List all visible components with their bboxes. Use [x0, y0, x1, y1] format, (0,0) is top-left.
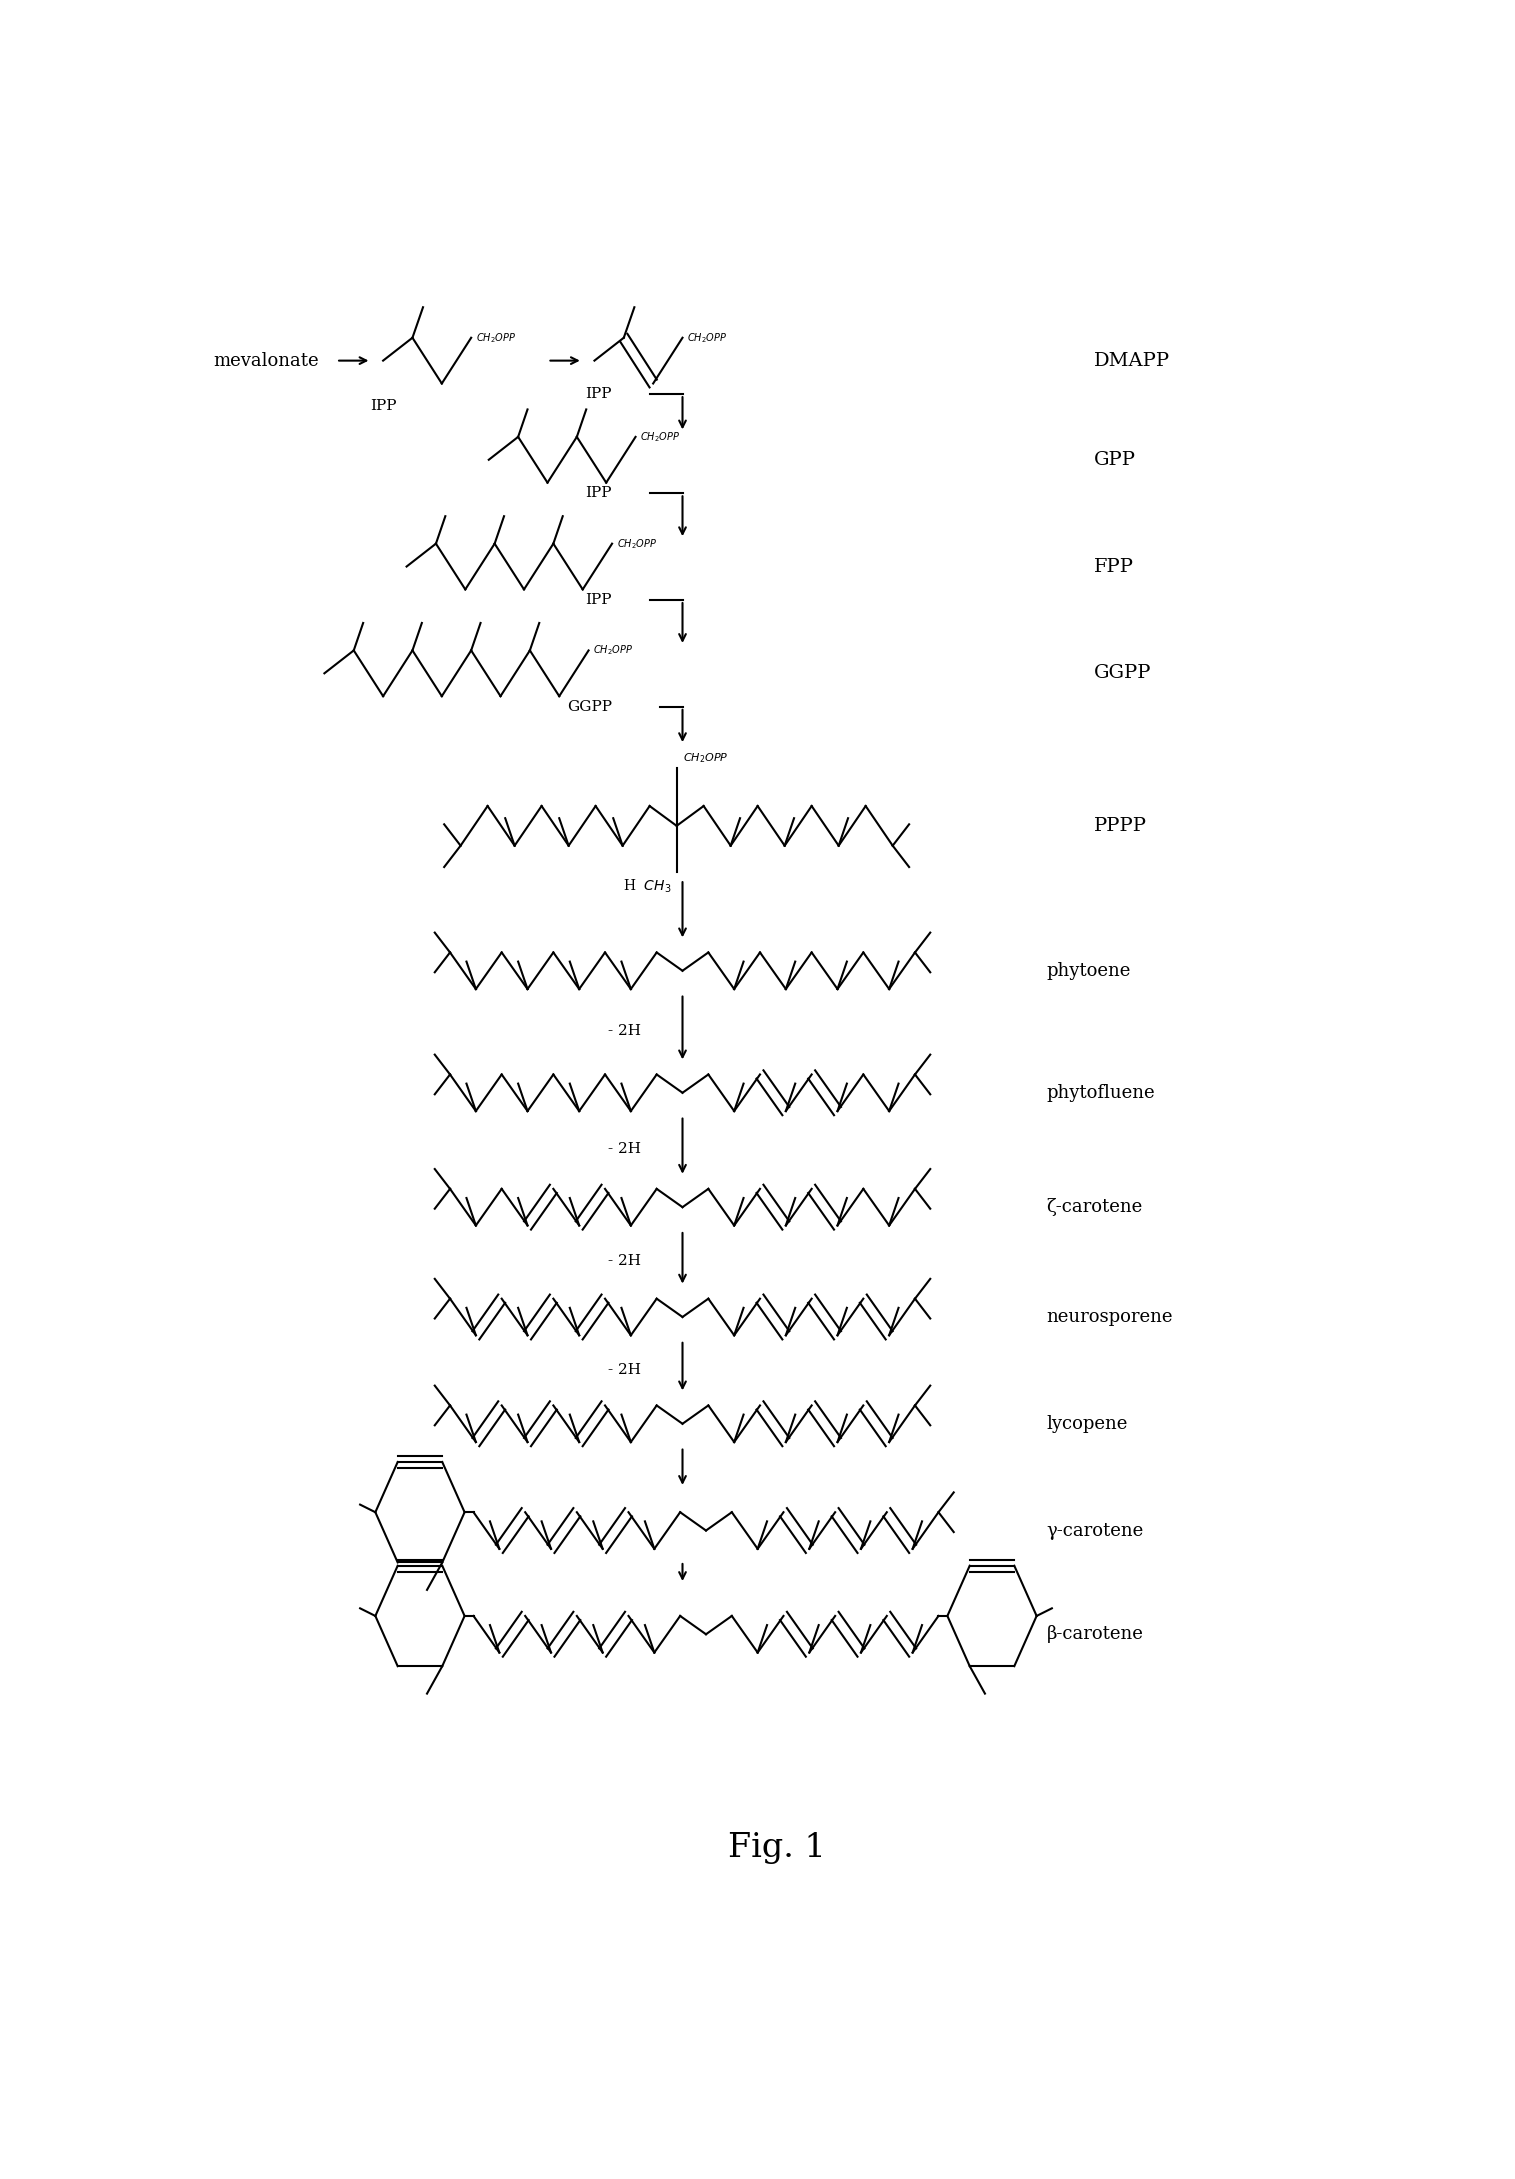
- Text: γ-carotene: γ-carotene: [1047, 1521, 1144, 1541]
- Text: GPP: GPP: [1094, 451, 1135, 468]
- Text: - 2H: - 2H: [609, 1255, 641, 1268]
- Text: H  $CH_3$: H $CH_3$: [623, 878, 671, 896]
- Text: - 2H: - 2H: [609, 1362, 641, 1377]
- Text: IPP: IPP: [586, 593, 612, 608]
- Text: $CH_2OPP$: $CH_2OPP$: [641, 429, 680, 445]
- Text: IPP: IPP: [586, 388, 612, 401]
- Text: lycopene: lycopene: [1047, 1414, 1127, 1434]
- Text: neurosporene: neurosporene: [1047, 1307, 1173, 1327]
- Text: $CH_2OPP$: $CH_2OPP$: [594, 643, 633, 658]
- Text: phytofluene: phytofluene: [1047, 1083, 1154, 1103]
- Text: β-carotene: β-carotene: [1047, 1626, 1144, 1643]
- Text: IPP: IPP: [370, 399, 397, 412]
- Text: DMAPP: DMAPP: [1094, 351, 1170, 370]
- Text: ζ-carotene: ζ-carotene: [1047, 1198, 1142, 1216]
- Text: $CH_2OPP$: $CH_2OPP$: [476, 331, 517, 344]
- Text: GGPP: GGPP: [567, 699, 612, 715]
- Text: - 2H: - 2H: [609, 1142, 641, 1157]
- Text: $CH_2OPP$: $CH_2OPP$: [688, 331, 727, 344]
- Text: phytoene: phytoene: [1047, 961, 1130, 981]
- Text: $CH_2OPP$: $CH_2OPP$: [617, 536, 658, 551]
- Text: $CH_2OPP$: $CH_2OPP$: [682, 752, 729, 765]
- Text: mevalonate: mevalonate: [212, 351, 318, 370]
- Text: GGPP: GGPP: [1094, 665, 1151, 682]
- Text: FPP: FPP: [1094, 558, 1133, 575]
- Text: Fig. 1: Fig. 1: [727, 1833, 826, 1863]
- Text: IPP: IPP: [586, 486, 612, 501]
- Text: PPPP: PPPP: [1094, 817, 1147, 835]
- Text: - 2H: - 2H: [609, 1024, 641, 1037]
